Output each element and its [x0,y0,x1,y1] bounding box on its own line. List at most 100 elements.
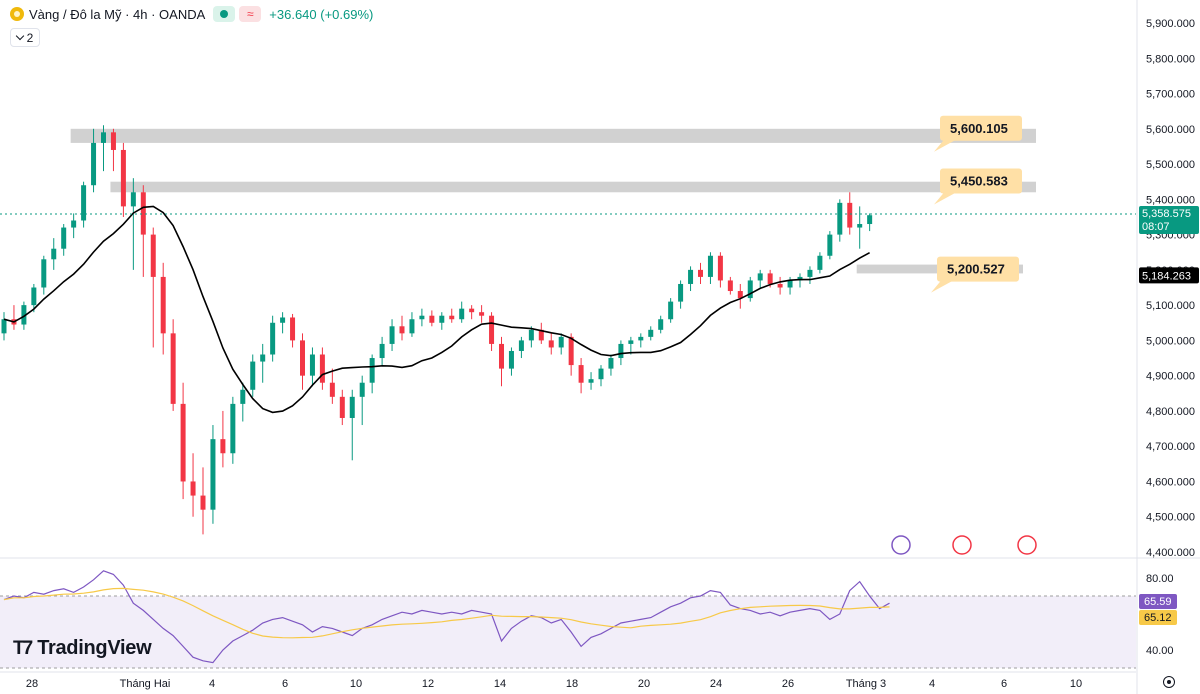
candle-body [777,283,783,288]
candle-body [598,368,604,380]
price-tick-label: 5,100.000 [1146,300,1195,312]
candle-body [717,255,723,281]
zone-label: 5,200.527 [947,262,1005,277]
time-tick-label: 28 [26,678,38,690]
price-tick-label: 4,900.000 [1146,371,1195,383]
rsi-value-tag [1139,593,1177,609]
candle-body [737,291,743,299]
candle-body [329,382,335,397]
time-tick-label: 20 [638,678,650,690]
candle-body [807,269,813,277]
candle-body [51,248,57,260]
candle-body [827,234,833,256]
market-open-icon[interactable] [213,6,236,22]
gold-coin-icon [10,7,24,21]
candle-body [618,343,624,359]
zone-rect-1 [70,128,1036,143]
chart-header: Vàng / Đô la Mỹ · 4h · OANDA ≈ +36.640 (… [10,5,373,23]
wave-icon[interactable]: ≈ [239,6,262,22]
indicator-legend-toggle[interactable]: 2 [10,28,40,47]
candle-body [668,301,674,320]
time-tick-label: Tháng 3 [846,678,886,690]
candle-body [260,354,266,362]
zone-callout-box [940,168,1022,194]
candle-body [31,287,37,306]
moving-average-line [3,205,870,414]
candle-body [150,234,156,277]
us-flag-event-icon [952,535,972,555]
candle-body [837,202,843,235]
candle-body [41,259,47,288]
current-price-tag [1139,205,1199,234]
candle-body [698,269,703,277]
candle-body [449,315,455,320]
candle-body [518,340,524,351]
candle-body [61,227,67,249]
candle-body [688,269,694,284]
candle-body [409,319,415,334]
time-tick-label: 10 [1070,678,1082,690]
rsi-ma-line [3,587,890,639]
candle-body [558,336,564,348]
us-flag-event-icon [1017,535,1037,555]
ma-price-value: 5,184.263 [1142,270,1191,282]
candle-body [190,481,196,496]
price-tick-label: 5,800.000 [1146,53,1195,65]
candle-body [727,280,733,292]
price-tick-label: 5,600.000 [1146,124,1195,136]
candle-body [339,396,345,418]
tradingview-logo[interactable]: T7 TradingView [13,637,152,660]
candle-body [359,382,365,397]
rsi-ma-value-tag [1139,609,1177,625]
candle-body [419,315,425,320]
candle-body [130,192,136,207]
rsi-tick-label: 40.00 [1146,645,1174,657]
candle-body [220,439,226,454]
candle-body [349,396,355,418]
candle-body [767,273,773,284]
candle-body [847,202,853,228]
candle-body [648,329,654,337]
lightning-event-icon [891,535,911,555]
rsi-value: 65.59 [1144,596,1172,608]
candle-body [578,365,584,383]
indicator-count: 2 [26,30,34,45]
candle-body [110,132,116,150]
price-tick-label: 5,000.000 [1146,335,1195,347]
settings-gear-icon[interactable] [1163,676,1175,688]
candle-body [757,273,763,281]
candle-body [479,312,485,316]
candle-body [170,333,176,404]
time-tick-label: Tháng Hai [120,678,171,690]
time-tick-label: 18 [566,678,578,690]
time-tick-label: 14 [494,678,506,690]
tradingview-mark-icon: T7 [13,637,33,659]
candle-body [71,220,77,228]
candle-body [489,315,495,344]
candle-body [429,315,435,323]
time-tick-label: 10 [350,678,362,690]
price-tick-label: 4,400.000 [1146,547,1195,559]
candle-body [270,322,276,355]
candle-body [140,192,146,235]
candle-body [548,340,554,348]
zone-rect-2 [110,181,1036,193]
time-tick-label: 12 [422,678,434,690]
candle-body [707,255,713,277]
price-tick-label: 5,400.000 [1146,194,1195,206]
candle-body [628,340,634,344]
candle-body [787,280,793,288]
symbol-title[interactable]: Vàng / Đô la Mỹ · 4h · OANDA [29,6,206,22]
candle-body [399,326,405,334]
candle-body [240,389,246,404]
candle-body [101,132,106,143]
candle-body [459,308,465,320]
candle-body [280,317,286,323]
time-tick-label: 6 [282,678,288,690]
time-tick-label: 24 [710,678,722,690]
candle-body [160,276,166,334]
candle-body [389,326,395,344]
candle-body [469,308,475,313]
candle-body [747,280,753,299]
